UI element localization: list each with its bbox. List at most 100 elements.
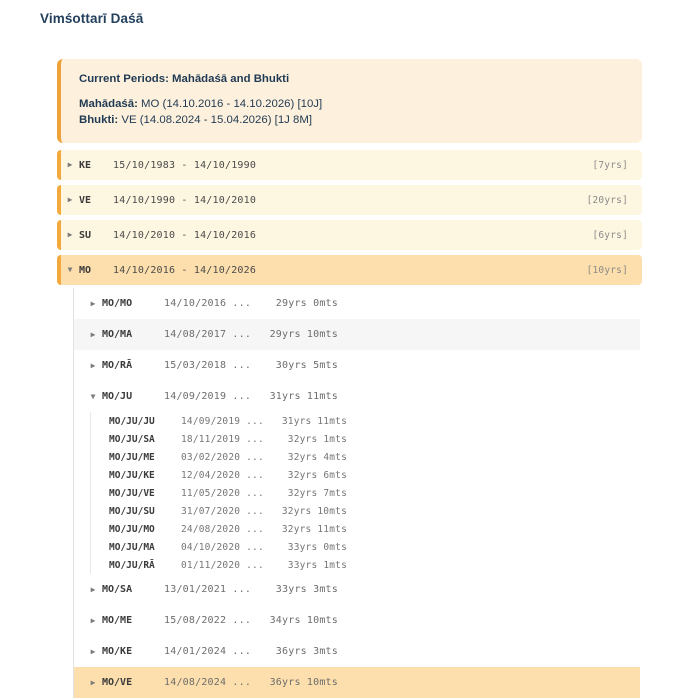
- antardasha-row-mo-sa[interactable]: ▶ MO/SA 13/01/2021 ... 33yrs 3mts: [74, 574, 640, 605]
- antardasha-date: 15/03/2018 ...: [164, 360, 252, 371]
- mahadasha-list: ▶ KE 15/10/1983 - 14/10/1990 [7yrs] ▶ VE…: [57, 150, 642, 290]
- chevron-down-icon[interactable]: ▼: [67, 265, 73, 274]
- pratyantardasha-row[interactable]: MO/JU/RĀ 01/11/2020 ... 33yrs 1mts: [91, 556, 640, 574]
- mahadasha-code: MO: [79, 264, 92, 276]
- antardasha-row-mo-ve[interactable]: ▶ MO/VE 14/08/2024 ... 36yrs 10mts: [74, 667, 640, 698]
- bhukti-summary: Bhukti: VE (14.08.2024 - 15.04.2026) [1J…: [79, 112, 624, 128]
- antardasha-row-mo-me[interactable]: ▶ MO/ME 15/08/2022 ... 34yrs 10mts: [74, 605, 640, 636]
- antardasha-date: 13/01/2021 ...: [164, 584, 252, 595]
- current-periods-card: Current Periods: Mahādaśā and Bhukti Mah…: [57, 59, 642, 143]
- pratyantardasha-date: 11/05/2020 ...: [181, 487, 264, 499]
- pratyantardasha-code: MO/JU/SA: [109, 433, 155, 445]
- pratyantardasha-list: MO/JU/JU 14/09/2019 ... 31yrs 11mts MO/J…: [90, 412, 640, 574]
- antardasha-code: MO/MA: [102, 329, 133, 340]
- antardasha-age: 34yrs 10mts: [269, 615, 338, 626]
- mahadasha-summary: Mahādaśā: MO (14.10.2016 - 14.10.2026) […: [79, 96, 624, 112]
- antardasha-age: 29yrs 0mts: [275, 298, 338, 309]
- pratyantardasha-date: 12/04/2020 ...: [181, 469, 264, 481]
- antardasha-code: MO/MO: [102, 298, 133, 309]
- pratyantardasha-code: MO/JU/KE: [109, 469, 155, 481]
- antardasha-code: MO/KE: [102, 646, 133, 657]
- mahadasha-range: 14/10/2016 - 14/10/2026: [113, 264, 257, 276]
- pratyantardasha-code: MO/JU/SU: [109, 505, 155, 517]
- antardasha-code: MO/VE: [102, 677, 133, 688]
- pratyantardasha-row[interactable]: MO/JU/MO 24/08/2020 ... 32yrs 11mts: [91, 520, 640, 538]
- pratyantardasha-row[interactable]: MO/JU/SU 31/07/2020 ... 32yrs 10mts: [91, 502, 640, 520]
- pratyantardasha-code: MO/JU/JU: [109, 415, 155, 427]
- antardasha-code: MO/SA: [102, 584, 133, 595]
- antardasha-row-mo-mo[interactable]: ▶ MO/MO 14/10/2016 ... 29yrs 0mts: [74, 288, 640, 319]
- mahadasha-code: SU: [79, 229, 92, 241]
- antardasha-date: 15/08/2022 ...: [164, 615, 252, 626]
- pratyantardasha-age: 32yrs 11mts: [281, 523, 347, 535]
- chevron-right-icon[interactable]: ▶: [90, 298, 96, 308]
- chevron-right-icon[interactable]: ▶: [67, 195, 73, 204]
- antardasha-age: 30yrs 5mts: [275, 360, 338, 371]
- pratyantardasha-code: MO/JU/MO: [109, 523, 155, 535]
- antardasha-date: 14/08/2017 ...: [164, 329, 252, 340]
- pratyantardasha-code: MO/JU/RĀ: [109, 559, 155, 571]
- chevron-right-icon[interactable]: ▶: [90, 329, 96, 339]
- antardasha-code: MO/ME: [102, 615, 133, 626]
- antardasha-age: 33yrs 3mts: [275, 584, 338, 595]
- chevron-down-icon[interactable]: ▼: [90, 391, 96, 401]
- bhukti-value: VE (14.08.2024 - 15.04.2026) [1J 8M]: [118, 114, 312, 126]
- antardasha-date: 14/08/2024 ...: [164, 677, 252, 688]
- chevron-right-icon[interactable]: ▶: [67, 160, 73, 169]
- pratyantardasha-row[interactable]: MO/JU/MA 04/10/2020 ... 33yrs 0mts: [91, 538, 640, 556]
- pratyantardasha-age: 33yrs 1mts: [287, 559, 347, 571]
- mahadasha-range: 15/10/1983 - 14/10/1990: [113, 159, 257, 171]
- mahadasha-row-su[interactable]: ▶ SU 14/10/2010 - 14/10/2016 [6yrs]: [57, 220, 642, 250]
- chevron-right-icon[interactable]: ▶: [67, 230, 73, 239]
- antardasha-row-mo-ra[interactable]: ▶ MO/RĀ 15/03/2018 ... 30yrs 5mts: [74, 350, 640, 381]
- antardasha-row-mo-ma[interactable]: ▶ MO/MA 14/08/2017 ... 29yrs 10mts: [74, 319, 640, 350]
- pratyantardasha-age: 32yrs 10mts: [281, 505, 347, 517]
- mahadasha-duration: [20yrs]: [586, 194, 628, 206]
- antardasha-row-mo-ju[interactable]: ▼ MO/JU 14/09/2019 ... 31yrs 11mts: [74, 381, 640, 412]
- pratyantardasha-date: 04/10/2020 ...: [181, 541, 264, 553]
- pratyantardasha-date: 01/11/2020 ...: [181, 559, 264, 571]
- pratyantardasha-date: 14/09/2019 ...: [181, 415, 264, 427]
- pratyantardasha-row[interactable]: MO/JU/VE 11/05/2020 ... 32yrs 7mts: [91, 484, 640, 502]
- antardasha-code: MO/RĀ: [102, 360, 133, 371]
- mahadasha-row-ke[interactable]: ▶ KE 15/10/1983 - 14/10/1990 [7yrs]: [57, 150, 642, 180]
- mahadasha-value: MO (14.10.2016 - 14.10.2026) [10J]: [137, 98, 323, 110]
- antardasha-age: 36yrs 10mts: [269, 677, 338, 688]
- chevron-right-icon[interactable]: ▶: [90, 677, 96, 687]
- antardasha-age: 29yrs 10mts: [269, 329, 338, 340]
- pratyantardasha-code: MO/JU/VE: [109, 487, 155, 499]
- chevron-right-icon[interactable]: ▶: [90, 615, 96, 625]
- antardasha-age: 36yrs 3mts: [275, 646, 338, 657]
- pratyantardasha-date: 24/08/2020 ...: [181, 523, 264, 535]
- chevron-right-icon[interactable]: ▶: [90, 584, 96, 594]
- chevron-right-icon[interactable]: ▶: [90, 360, 96, 370]
- bhukti-label: Bhukti:: [79, 114, 119, 126]
- mahadasha-row-mo[interactable]: ▼ MO 14/10/2016 - 14/10/2026 [10yrs]: [57, 255, 642, 285]
- pratyantardasha-age: 32yrs 4mts: [287, 451, 347, 463]
- mahadasha-range: 14/10/2010 - 14/10/2016: [113, 229, 257, 241]
- pratyantardasha-row[interactable]: MO/JU/SA 18/11/2019 ... 32yrs 1mts: [91, 430, 640, 448]
- antardasha-row-mo-ke[interactable]: ▶ MO/KE 14/01/2024 ... 36yrs 3mts: [74, 636, 640, 667]
- mahadasha-row-ve[interactable]: ▶ VE 14/10/1990 - 14/10/2010 [20yrs]: [57, 185, 642, 215]
- antardasha-list: ▶ MO/MO 14/10/2016 ... 29yrs 0mts ▶ MO/M…: [73, 288, 640, 698]
- pratyantardasha-row[interactable]: MO/JU/JU 14/09/2019 ... 31yrs 11mts: [91, 412, 640, 430]
- pratyantardasha-age: 32yrs 7mts: [287, 487, 347, 499]
- antardasha-date: 14/01/2024 ...: [164, 646, 252, 657]
- pratyantardasha-row[interactable]: MO/JU/KE 12/04/2020 ... 32yrs 6mts: [91, 466, 640, 484]
- pratyantardasha-code: MO/JU/ME: [109, 451, 155, 463]
- pratyantardasha-age: 31yrs 11mts: [281, 415, 347, 427]
- pratyantardasha-date: 31/07/2020 ...: [181, 505, 264, 517]
- chevron-right-icon[interactable]: ▶: [90, 646, 96, 656]
- pratyantardasha-date: 03/02/2020 ...: [181, 451, 264, 463]
- mahadasha-duration: [7yrs]: [592, 159, 628, 171]
- pratyantardasha-code: MO/JU/MA: [109, 541, 155, 553]
- mahadasha-range: 14/10/1990 - 14/10/2010: [113, 194, 257, 206]
- pratyantardasha-row[interactable]: MO/JU/ME 03/02/2020 ... 32yrs 4mts: [91, 448, 640, 466]
- mahadasha-code: KE: [79, 159, 92, 171]
- pratyantardasha-age: 32yrs 1mts: [287, 433, 347, 445]
- pratyantardasha-age: 32yrs 6mts: [287, 469, 347, 481]
- pratyantardasha-date: 18/11/2019 ...: [181, 433, 264, 445]
- mahadasha-duration: [10yrs]: [586, 264, 628, 276]
- pratyantardasha-age: 33yrs 0mts: [287, 541, 347, 553]
- mahadasha-duration: [6yrs]: [592, 229, 628, 241]
